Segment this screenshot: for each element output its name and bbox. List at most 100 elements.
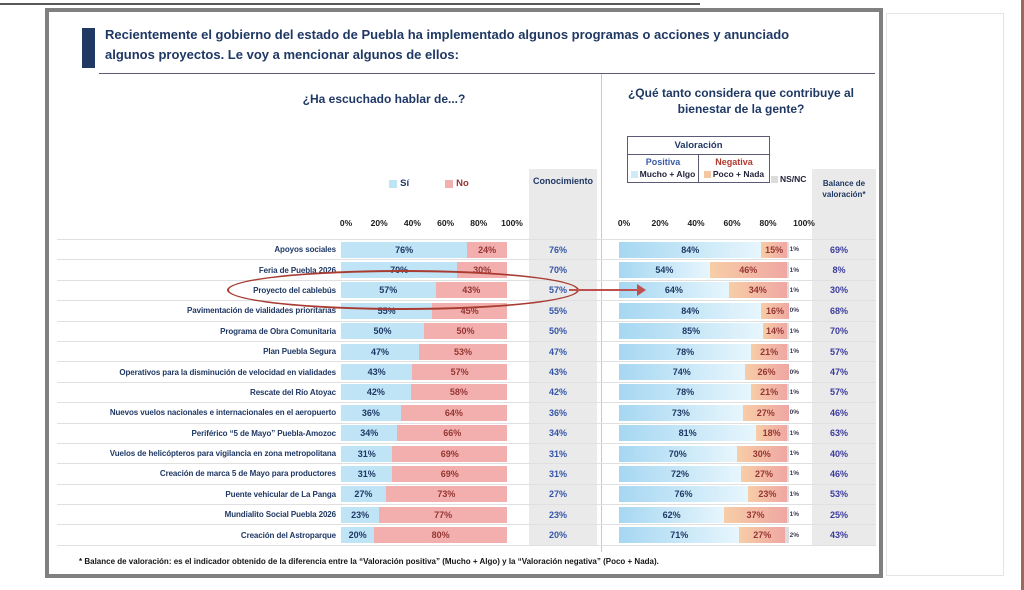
conocimiento-value: 36% bbox=[548, 407, 567, 418]
positive-segment: 71% bbox=[619, 527, 740, 544]
conocimiento-value: 20% bbox=[548, 530, 567, 541]
footnote: * Balance de valoración: es el indicador… bbox=[79, 557, 659, 566]
negative-segment: 27% bbox=[742, 404, 789, 421]
chart-rows: Apoyos sociales 76% 24% 76% 84% 15% 1% 69% Feria… bbox=[57, 239, 876, 546]
valuation-bar: 85% 14% 1% bbox=[619, 323, 799, 340]
legend-si-label: Sí bbox=[400, 178, 410, 189]
balance-value: 53% bbox=[829, 489, 848, 500]
awareness-bar: 50% 50% bbox=[341, 323, 507, 340]
row-label: Operativos para la disminución de veloci… bbox=[119, 367, 336, 377]
no-segment: 64% bbox=[400, 404, 507, 421]
conocimiento-value: 31% bbox=[548, 468, 567, 479]
nsnc-segment bbox=[786, 323, 789, 340]
nsnc-segment bbox=[786, 465, 789, 482]
no-segment: 30% bbox=[457, 262, 507, 279]
balance-value: 68% bbox=[829, 305, 848, 316]
nsnc-value: 1% bbox=[789, 286, 799, 294]
valuation-bar: 71% 27% 2% bbox=[619, 527, 799, 544]
negative-segment: 16% bbox=[761, 302, 789, 319]
valuation-bar: 78% 21% 1% bbox=[619, 384, 799, 401]
legend-item-poco-nada: Poco + Nada bbox=[700, 169, 768, 179]
page-title: Recientemente el gobierno del estado de … bbox=[105, 27, 790, 62]
balance-value: 69% bbox=[829, 244, 848, 255]
balance-value: 57% bbox=[829, 387, 848, 398]
poco-nada-label: Poco + Nada bbox=[712, 169, 765, 179]
no-segment: 69% bbox=[392, 445, 507, 462]
valuation-bar: 78% 21% 1% bbox=[619, 343, 799, 360]
axis-tick: 60% bbox=[437, 218, 455, 228]
highlight-arrow-line bbox=[569, 289, 639, 291]
positive-segment: 84% bbox=[619, 302, 762, 319]
conocimiento-value: 55% bbox=[548, 305, 567, 316]
valuation-bar: 54% 46% 1% bbox=[619, 262, 799, 279]
axis-tick: 80% bbox=[759, 218, 777, 228]
no-segment: 53% bbox=[419, 343, 507, 360]
valuation-bar: 70% 30% 1% bbox=[619, 445, 799, 462]
awareness-bar: 70% 30% bbox=[341, 262, 507, 279]
si-segment: 55% bbox=[341, 302, 433, 319]
no-segment: 66% bbox=[397, 425, 507, 442]
table-row: Feria de Puebla 2026 70% 30% 70% 54% 46% 1% 8% bbox=[57, 259, 876, 279]
positive-segment: 62% bbox=[619, 506, 725, 523]
panel-divider bbox=[601, 74, 602, 552]
si-segment: 20% bbox=[341, 527, 375, 544]
positive-segment: 64% bbox=[619, 282, 729, 299]
si-segment: 23% bbox=[341, 506, 380, 523]
si-swatch-icon bbox=[389, 179, 398, 188]
si-segment: 36% bbox=[341, 404, 401, 421]
axis-tick: 80% bbox=[470, 218, 488, 228]
nsnc-value: 1% bbox=[789, 266, 799, 274]
table-row: Rescate del Río Atoyac 42% 58% 42% 78% 21% 1% 5… bbox=[57, 381, 876, 402]
awareness-bar: 31% 69% bbox=[341, 445, 507, 462]
awareness-bar: 42% 58% bbox=[341, 384, 507, 401]
negative-segment: 18% bbox=[756, 425, 787, 442]
valuation-bar: 81% 18% 1% bbox=[619, 425, 799, 442]
negative-segment: 14% bbox=[763, 323, 787, 340]
row-label: Rescate del Río Atoyac bbox=[250, 387, 336, 397]
positive-segment: 76% bbox=[619, 486, 748, 503]
axis-tick: 20% bbox=[651, 218, 669, 228]
table-row: Programa de Obra Comunitaria 50% 50% 50% 85%… bbox=[57, 320, 876, 341]
table-row: Proyecto del cablebús 57% 43% 57% 64% 34% 1% 30… bbox=[57, 279, 876, 300]
nsnc-segment bbox=[786, 282, 789, 299]
awareness-bar: 47% 53% bbox=[341, 343, 507, 360]
slide: Recientemente el gobierno del estado de … bbox=[45, 8, 883, 578]
nsnc-segment bbox=[786, 262, 789, 279]
nsnc-segment bbox=[785, 527, 789, 544]
legend-item-si: Sí bbox=[389, 178, 409, 189]
conocimiento-value: 76% bbox=[548, 244, 567, 255]
table-row: Apoyos sociales 76% 24% 76% 84% 15% 1% 69% bbox=[57, 239, 876, 259]
nsnc-value: 1% bbox=[789, 388, 799, 396]
si-segment: 70% bbox=[341, 262, 458, 279]
balance-value: 30% bbox=[829, 285, 848, 296]
right-axis: 0% 20% 40% 60% 80% 100% bbox=[618, 218, 815, 230]
balance-value: 46% bbox=[829, 407, 848, 418]
legend-item-nsnc: NS/NC bbox=[771, 174, 806, 184]
balance-header: Balance de valoración* bbox=[822, 179, 866, 199]
no-segment: 80% bbox=[374, 527, 507, 544]
valoracion-negative-cell: Negativa Poco + Nada bbox=[698, 155, 769, 182]
negative-segment: 15% bbox=[761, 241, 787, 258]
table-row: Creación de marca 5 de Mayo para product… bbox=[57, 463, 876, 483]
conocimiento-value: 31% bbox=[548, 448, 567, 459]
nsnc-value: 1% bbox=[789, 429, 799, 437]
si-segment: 57% bbox=[341, 282, 436, 299]
mucho-algo-label: Mucho + Algo bbox=[639, 169, 696, 179]
negative-segment: 34% bbox=[728, 282, 787, 299]
si-segment: 27% bbox=[341, 486, 386, 503]
nsnc-swatch-icon bbox=[771, 175, 778, 183]
table-row: Pavimentación de vialidades prioritarias… bbox=[57, 300, 876, 320]
table-row: Vuelos de helicópteros para vigilancia e… bbox=[57, 442, 876, 463]
nsnc-segment bbox=[786, 425, 789, 442]
no-segment: 24% bbox=[467, 241, 507, 258]
row-label: Creación de marca 5 de Mayo para product… bbox=[159, 469, 336, 479]
nsnc-value: 1% bbox=[789, 246, 799, 254]
row-label: Pavimentación de vialidades prioritarias bbox=[187, 306, 336, 316]
nsnc-value: 0% bbox=[789, 409, 799, 417]
balance-value: 25% bbox=[829, 509, 848, 520]
row-label: Apoyos sociales bbox=[274, 245, 336, 255]
valuation-bar: 74% 26% 0% bbox=[619, 364, 799, 381]
row-label: Proyecto del cablebús bbox=[253, 285, 336, 295]
row-label: Plan Puebla Segura bbox=[263, 347, 336, 357]
